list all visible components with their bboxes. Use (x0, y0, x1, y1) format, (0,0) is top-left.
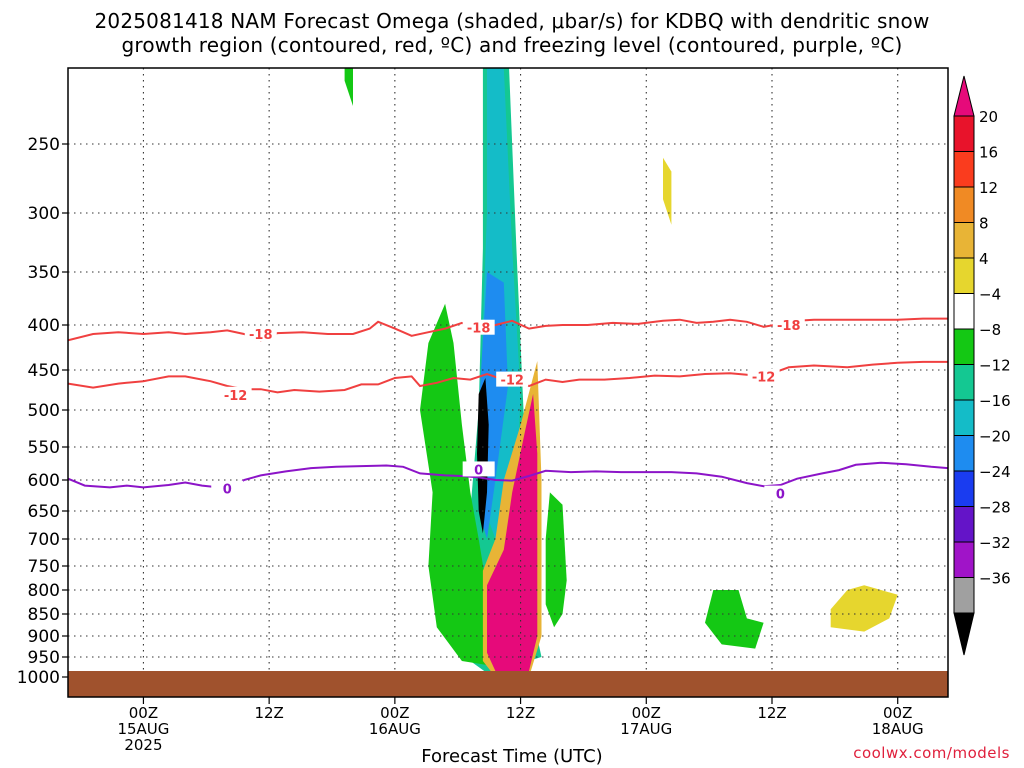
omega-region-6 (477, 378, 489, 534)
ytick-label-900: 900 (28, 627, 60, 647)
colorbar-swatch-7 (953, 364, 975, 401)
xtick-label: 00Z (632, 704, 661, 722)
ytick-label-600: 600 (28, 471, 60, 491)
ytick-label-850: 850 (28, 605, 60, 625)
plot-frame (67, 67, 949, 698)
ytick-label-700: 700 (28, 530, 60, 550)
omega-region-7 (705, 590, 764, 649)
colorbar-swatch-13 (953, 577, 975, 614)
xtick-label: 2025 (124, 736, 162, 754)
ytick-label-1000: 1000 (17, 668, 60, 688)
xtick-label: 16AUG (369, 720, 421, 738)
colorbar-swatch-10 (953, 470, 975, 507)
contour-label--12: -12 (500, 374, 524, 389)
contour-label--12: -12 (224, 389, 248, 404)
contour-label-bg (496, 371, 529, 387)
contour-label--18: -18 (777, 319, 801, 334)
ytick-label-800: 800 (28, 581, 60, 601)
colorbar-label: −8 (979, 321, 1001, 339)
omega-region-3 (420, 303, 492, 665)
xtick-label: 15AUG (117, 720, 169, 738)
colorbar-swatch-4 (953, 257, 975, 294)
colorbar-label: −16 (979, 392, 1011, 410)
colorbar-label: −12 (979, 357, 1011, 375)
colorbar-label: −20 (979, 428, 1011, 446)
contour-label--18: -18 (467, 322, 491, 337)
colorbar-swatch-5 (953, 293, 975, 330)
colorbar-swatch-2 (953, 186, 975, 223)
contour-label-bg (244, 326, 277, 341)
omega-region-8 (830, 585, 898, 632)
ytick-label-350: 350 (28, 263, 60, 283)
xtick-label: 00Z (380, 704, 409, 722)
contour-label-bg (462, 461, 495, 477)
colorbar-swatch-8 (953, 399, 975, 436)
contour-label-bg (772, 317, 805, 332)
contour-0 (68, 461, 948, 489)
xtick-label: 12Z (506, 704, 535, 722)
xtick-label: 00Z (129, 704, 158, 722)
contour-label-0: 0 (474, 463, 483, 478)
colorbar-label: 20 (979, 108, 998, 126)
x-axis-label: Forecast Time (UTC) (421, 746, 603, 767)
contour-label-0: 0 (223, 483, 232, 498)
ytick-label-550: 550 (28, 438, 60, 458)
contour-label-bg (462, 319, 495, 335)
colorbar-label: −4 (979, 286, 1001, 304)
colorbar-label: −36 (979, 570, 1011, 588)
ytick-label-400: 400 (28, 316, 60, 336)
contour-label--12: -12 (752, 370, 776, 385)
colorbar-swatch-0 (953, 115, 975, 152)
colorbar-top-arrow (953, 75, 975, 117)
xtick-label: 18AUG (872, 720, 924, 738)
colorbar-bottom-arrow (953, 612, 975, 656)
ytick-label-650: 650 (28, 502, 60, 522)
contour-label--18: -18 (249, 328, 273, 343)
contour-label-bg (764, 485, 797, 501)
chart-title-line1: 2025081418 NAM Forecast Omega (shaded, μ… (94, 9, 930, 33)
colorbar-label: −24 (979, 463, 1011, 481)
colorbar-label: 12 (979, 179, 998, 197)
colorbar-swatch-3 (953, 222, 975, 259)
colorbar-label: 4 (979, 250, 989, 268)
colorbar-swatch-11 (953, 506, 975, 543)
omega-region-11 (545, 492, 567, 628)
colorbar-label: −28 (979, 499, 1011, 517)
xtick-label: 00Z (883, 704, 912, 722)
colorbar-label: 16 (979, 144, 998, 162)
contour-label-bg (219, 386, 252, 402)
omega-region-9 (663, 157, 672, 225)
omega-region-5 (487, 394, 538, 671)
omega-region-10 (344, 68, 353, 106)
colorbar-swatch-6 (953, 328, 975, 365)
ytick-label-500: 500 (28, 401, 60, 421)
contour-label-bg (211, 480, 244, 496)
contour-label-0: 0 (776, 488, 785, 503)
colorbar-swatch-12 (953, 541, 975, 578)
colorbar-label: −32 (979, 534, 1011, 552)
colorbar-swatch-9 (953, 435, 975, 472)
xtick-label: 17AUG (620, 720, 672, 738)
ytick-label-950: 950 (28, 648, 60, 668)
ytick-label-250: 250 (28, 135, 60, 155)
colorbar-swatch-1 (953, 151, 975, 188)
xtick-label: 12Z (254, 704, 283, 722)
ytick-label-750: 750 (28, 557, 60, 577)
contour-label-bg (747, 368, 780, 384)
xtick-label: 12Z (757, 704, 786, 722)
site-credit: coolwx.com/models (853, 744, 1010, 762)
terrain-band (68, 671, 948, 697)
chart-title-line2: growth region (contoured, red, ºC) and f… (121, 33, 903, 57)
ytick-label-300: 300 (28, 204, 60, 224)
ytick-label-450: 450 (28, 361, 60, 381)
colorbar-label: 8 (979, 215, 989, 233)
